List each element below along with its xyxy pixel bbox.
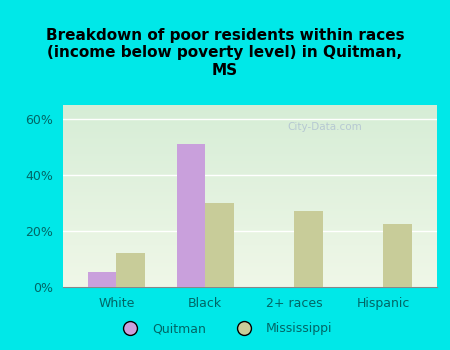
Bar xyxy=(383,224,412,287)
Bar xyxy=(117,253,145,287)
Bar xyxy=(294,211,323,287)
Text: City-Data.com: City-Data.com xyxy=(287,122,362,132)
Bar xyxy=(205,203,234,287)
Bar xyxy=(88,272,117,287)
Text: Breakdown of poor residents within races
(income below poverty level) in Quitman: Breakdown of poor residents within races… xyxy=(46,28,404,78)
Legend: Quitman, Mississippi: Quitman, Mississippi xyxy=(112,317,338,340)
Bar xyxy=(177,144,205,287)
